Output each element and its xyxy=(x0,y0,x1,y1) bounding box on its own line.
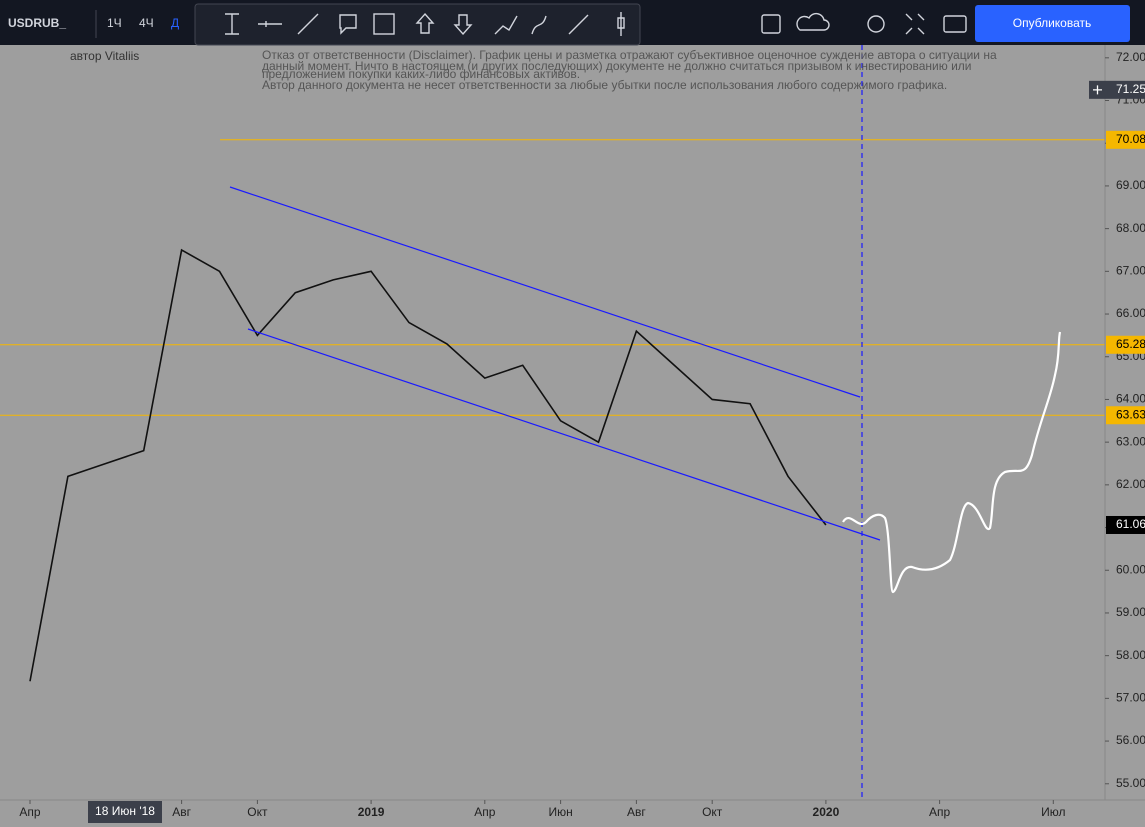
y-tick-label: 58.00 xyxy=(1116,648,1145,662)
x-tick-label: Июн xyxy=(548,805,572,819)
cloud-icon[interactable] xyxy=(796,12,830,31)
plot-area xyxy=(0,139,1105,682)
x-tick-label: Авг xyxy=(172,805,191,819)
disclaimer-line: предложением покупки каких-либо финансов… xyxy=(262,67,580,81)
x-tick-label: Авг xyxy=(627,805,646,819)
disclaimer-line: Автор данного документа не несет ответст… xyxy=(262,78,947,92)
x-tick-label: Апр xyxy=(19,805,41,819)
y-tick-label: 57.00 xyxy=(1116,691,1145,705)
y-tick-label: 59.00 xyxy=(1116,605,1145,619)
level-label: 70.08 xyxy=(1116,132,1145,146)
channel-lower xyxy=(247,328,881,541)
tool-icon[interactable] xyxy=(339,14,357,35)
tool-icon[interactable] xyxy=(494,15,518,35)
crosshair-price-box xyxy=(1089,80,1145,99)
fullscreen-icon[interactable] xyxy=(905,13,925,35)
price-line xyxy=(29,248,827,682)
crosshair-date: 18 Июн '18 xyxy=(95,804,155,818)
x-tick-label: Окт xyxy=(702,805,723,819)
x-tick-label: 2019 xyxy=(358,805,385,819)
x-tick-label: Апр xyxy=(929,805,951,819)
forecast-sketch xyxy=(842,331,1062,594)
settings-icon[interactable] xyxy=(867,15,885,33)
x-tick-label: Окт xyxy=(247,805,268,819)
y-tick-label: 68.00 xyxy=(1116,221,1145,235)
x-tick-label: 2020 xyxy=(813,805,840,819)
layout-icon[interactable] xyxy=(761,14,781,34)
publish-button[interactable] xyxy=(975,5,1130,42)
x-tick-label: Апр xyxy=(474,805,496,819)
tool-icon[interactable] xyxy=(373,13,395,35)
tool-icon[interactable] xyxy=(225,13,239,35)
interval[interactable]: 1Ч xyxy=(107,16,122,30)
y-tick-label: 66.00 xyxy=(1116,306,1145,320)
right-icons xyxy=(761,12,967,35)
y-tick-label: 62.00 xyxy=(1116,477,1145,491)
tool-icon[interactable] xyxy=(258,21,282,27)
disclaimer-line: Отказ от ответственности (Disclaimer). Г… xyxy=(262,48,997,62)
symbol[interactable]: USDRUB_ xyxy=(8,16,66,30)
level-label-box xyxy=(1106,335,1145,354)
snapshot-icon[interactable] xyxy=(943,15,967,33)
tool-icon[interactable] xyxy=(617,12,625,36)
channel-upper xyxy=(229,186,861,398)
drawing-tools xyxy=(225,12,625,36)
level-label: 65.28 xyxy=(1116,337,1145,351)
crosshair-date-box xyxy=(88,801,162,823)
crosshair-plus xyxy=(1093,85,1102,95)
last-price-box xyxy=(1106,515,1145,534)
crosshair-price-label: 71.25 xyxy=(1116,82,1145,96)
interval[interactable]: Д xyxy=(171,16,179,30)
y-tick-label: 69.00 xyxy=(1116,178,1145,192)
tool-icon[interactable] xyxy=(531,15,547,35)
axes: 55.0056.0057.0058.0059.0060.0061.0062.00… xyxy=(19,50,1145,819)
level-label-box xyxy=(1106,130,1145,149)
interval[interactable]: 4Ч xyxy=(139,16,154,30)
author: автор Vitaliis xyxy=(70,49,139,63)
y-tick-label: 63.00 xyxy=(1116,434,1145,448)
last-price-label: 61.06 xyxy=(1116,517,1145,531)
tool-icon[interactable] xyxy=(415,12,435,34)
tool-icon[interactable] xyxy=(297,13,319,35)
level-label: 63.63 xyxy=(1116,407,1145,421)
level-label-box xyxy=(1106,406,1145,425)
drawing-toolbar xyxy=(194,3,641,46)
y-tick-label: 55.00 xyxy=(1116,776,1145,790)
y-tick-label: 67.00 xyxy=(1116,264,1145,278)
publish-label[interactable]: Опубликовать xyxy=(1013,16,1091,30)
y-tick-label: 60.00 xyxy=(1116,562,1145,576)
y-tick-label: 56.00 xyxy=(1116,733,1145,747)
tool-icon[interactable] xyxy=(568,14,589,35)
x-tick-label: Июл xyxy=(1041,805,1065,819)
tool-icon[interactable] xyxy=(453,14,473,36)
y-tick-label: 72.00 xyxy=(1116,50,1145,64)
y-tick-label: 64.00 xyxy=(1116,392,1145,406)
disclaimer-line: данный момент. Ничто в настоящем (и друг… xyxy=(262,59,972,73)
